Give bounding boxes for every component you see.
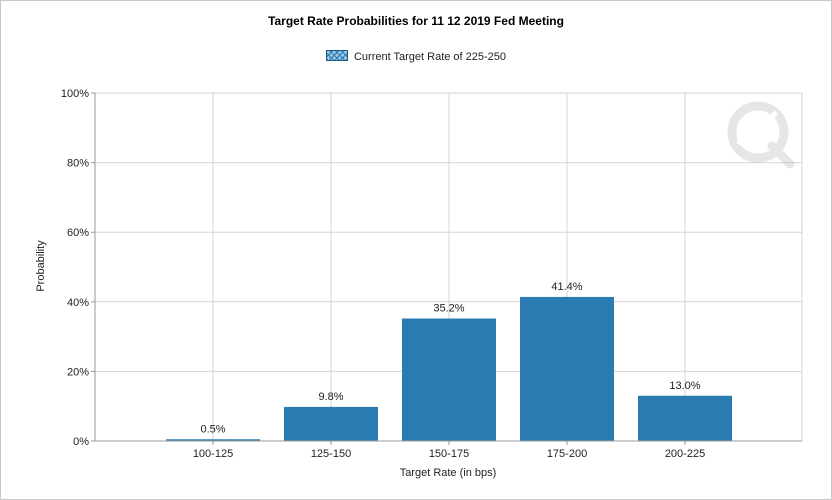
data-label: 35.2% <box>433 303 464 315</box>
data-labels: 0.5% 9.8% 35.2% 41.4% 13.0% <box>200 281 700 435</box>
bar[interactable] <box>402 318 496 441</box>
y-tick-label: 0% <box>73 436 89 448</box>
x-category-label: 175-200 <box>547 448 587 460</box>
bar[interactable] <box>284 406 378 441</box>
bar[interactable] <box>520 296 614 441</box>
data-label: 0.5% <box>200 423 225 435</box>
y-tick-label: 100% <box>61 88 89 100</box>
y-tick-label: 80% <box>67 158 89 170</box>
data-label: 9.8% <box>318 391 343 403</box>
x-category-label: 125-150 <box>311 448 351 460</box>
y-axis-title: Probability <box>35 240 47 292</box>
legend[interactable]: Current Target Rate of 225-250 <box>0 50 832 63</box>
bar[interactable] <box>166 439 260 441</box>
x-axis-title: Target Rate (in bps) <box>400 467 497 479</box>
x-category-label: 150-175 <box>429 448 469 460</box>
cme-q-logo-icon <box>727 101 795 169</box>
x-category-labels: 100-125 125-150 150-175 175-200 200-225 <box>193 448 705 460</box>
legend-swatch <box>325 50 348 61</box>
axes <box>91 92 803 445</box>
y-tick-labels: 0% 20% 40% 60% 80% 100% <box>61 88 89 448</box>
y-tick-label: 40% <box>67 297 89 309</box>
x-category-label: 200-225 <box>665 448 705 460</box>
bar[interactable] <box>638 395 732 441</box>
bars <box>166 296 732 441</box>
x-category-label: 100-125 <box>193 448 233 460</box>
legend-label: Current Target Rate of 225-250 <box>353 51 507 63</box>
y-tick-label: 20% <box>67 366 89 378</box>
data-label: 13.0% <box>669 380 700 392</box>
chart-title: Target Rate Probabilities for 11 12 2019… <box>268 14 564 28</box>
y-tick-label: 60% <box>67 227 89 239</box>
data-label: 41.4% <box>551 281 582 293</box>
